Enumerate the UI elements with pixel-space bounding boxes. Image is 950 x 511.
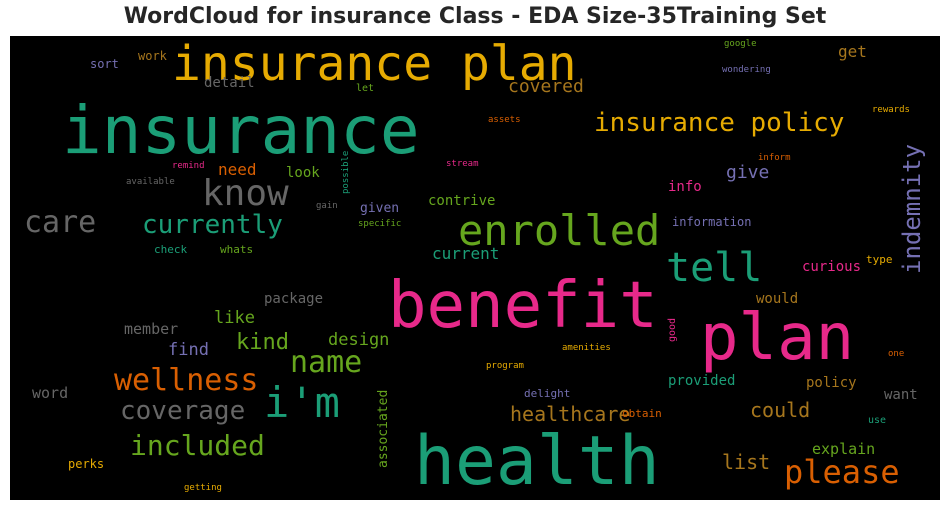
word-like: like (214, 308, 255, 328)
word-policy: policy (806, 375, 857, 391)
word-amenities: amenities (562, 343, 611, 353)
word-wondering: wondering (722, 65, 771, 75)
word-information: information (672, 215, 752, 229)
word-given: given (360, 201, 400, 216)
word-healthcare: healthcare (510, 402, 631, 426)
word-remind: remind (172, 161, 205, 171)
word-inform: inform (758, 153, 791, 163)
word-insurance-policy: insurance policy (594, 108, 845, 138)
word-currently: currently (142, 210, 283, 240)
word-assets: assets (488, 115, 521, 125)
word-find: find (168, 340, 209, 360)
word-kind: kind (236, 330, 289, 355)
word-i-m: i'm (264, 378, 340, 427)
word-available: available (126, 177, 175, 187)
word-sort: sort (90, 57, 119, 71)
figure-title: WordCloud for insurance Class - EDA Size… (123, 4, 827, 29)
word-rewards: rewards (872, 105, 910, 115)
word-look: look (286, 165, 320, 181)
word-list: list (722, 450, 771, 474)
word-associated: associated (376, 389, 391, 468)
word-coverage: coverage (120, 396, 246, 426)
word-member: member (124, 320, 179, 338)
word-care: care (24, 205, 97, 240)
word-whats: whats (220, 243, 254, 256)
word-use: use (868, 415, 887, 426)
word-included: included (130, 429, 265, 462)
word-getting: getting (184, 483, 222, 493)
word-current: current (432, 244, 500, 263)
word-cloud: insurance plan insurance insurance polic… (10, 36, 940, 500)
word-would: would (756, 291, 799, 307)
word-could: could (750, 398, 811, 422)
word-health: health (414, 422, 660, 500)
word-work: work (138, 49, 167, 63)
word-explain: explain (812, 440, 876, 458)
word-package: package (264, 291, 324, 307)
word-obtain: obtain (622, 407, 662, 420)
word-get: get (838, 42, 867, 61)
word-possible: possible (341, 150, 351, 194)
word-give: give (726, 162, 770, 183)
word-let: let (356, 83, 375, 94)
word-please: please (784, 453, 900, 491)
word-tell: tell (666, 245, 763, 291)
word-name: name (290, 345, 363, 380)
word-perks: perks (68, 457, 105, 471)
word-contrive: contrive (428, 193, 496, 209)
word-gain: gain (316, 201, 338, 211)
word-delight: delight (524, 387, 571, 400)
word-enrolled: enrolled (458, 206, 661, 255)
word-info: info (668, 179, 702, 195)
word-good: good (667, 317, 678, 342)
word-want: want (884, 387, 918, 403)
word-google: google (724, 39, 757, 49)
word-type: type (866, 253, 893, 266)
word-detail: detail (204, 75, 255, 91)
word-curious: curious (802, 259, 862, 275)
word-design: design (328, 330, 390, 350)
word-covered: covered (508, 76, 584, 97)
word-word: word (32, 384, 69, 402)
word-stream: stream (446, 159, 479, 169)
word-wellness: wellness (114, 363, 259, 398)
word-insurance-plan: insurance plan (172, 36, 577, 92)
word-specific: specific (358, 219, 402, 229)
word-provided: provided (668, 373, 736, 389)
word-check: check (154, 243, 188, 256)
word-need: need (218, 160, 257, 179)
word-insurance: insurance (62, 92, 420, 169)
word-one: one (888, 349, 905, 359)
word-know: know (202, 173, 289, 214)
word-plan: plan (700, 301, 855, 375)
word-indemnity: indemnity (898, 143, 926, 274)
word-program: program (486, 361, 524, 371)
word-benefit: benefit (388, 269, 658, 343)
